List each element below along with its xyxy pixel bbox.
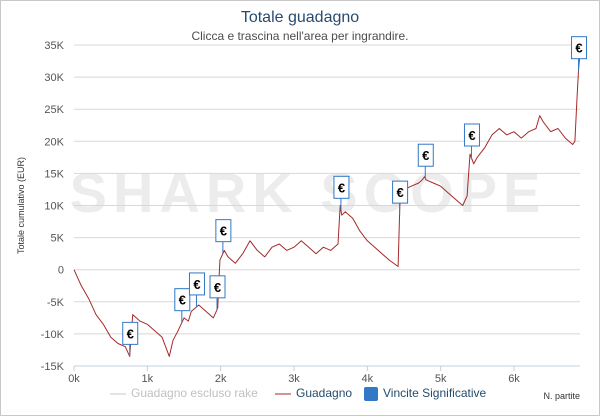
flag-symbol: € [193, 277, 200, 292]
flag-marker: € [174, 288, 191, 323]
flag-box [215, 219, 232, 243]
x-tick-label: 4k [362, 373, 374, 385]
flag-marker: € [122, 321, 139, 357]
flag-box [463, 123, 480, 147]
series-line-guadagno [73, 51, 581, 357]
y-tick-label: -10K [41, 329, 65, 341]
x-axis-ticks: 0k 1k 2k 3k 4k 5k 6k [68, 366, 520, 385]
flag-symbol: € [422, 148, 429, 163]
legend-line-swatch [110, 393, 126, 395]
legend: Guadagno escluso rake Guadagno Vincite S… [0, 386, 600, 404]
chart-subtitle: Clicca e trascina nell'area per ingrandi… [191, 29, 409, 43]
chart-title: Totale guadagno [240, 9, 360, 26]
y-tick-label: 10K [44, 201, 64, 213]
legend-label: Guadagno escluso rake [131, 386, 258, 400]
flags-layer: € € € € € € € € € € [122, 36, 588, 357]
legend-line-swatch [275, 393, 291, 395]
flag-box [333, 175, 350, 199]
flag-symbol: € [179, 293, 186, 308]
flag-marker: € [215, 219, 232, 254]
legend-label: Vincite Significative [383, 386, 487, 400]
flag-symbol: € [468, 128, 475, 143]
legend-item-vincite-significative[interactable]: Vincite Significative [364, 386, 486, 401]
flag-symbol: € [220, 224, 227, 239]
y-tick-label: 0 [58, 265, 64, 277]
x-tick-label: 5k [435, 373, 447, 385]
y-tick-label: -15K [41, 361, 65, 373]
flag-marker: € [417, 143, 434, 179]
flag-box [571, 36, 588, 60]
legend-item-guadagno-escluso-rake[interactable]: Guadagno escluso rake [110, 386, 258, 400]
flag-symbol: € [127, 326, 134, 341]
flag-box [188, 272, 205, 296]
flag-marker: € [463, 123, 480, 158]
y-tick-label: 15K [44, 168, 64, 180]
flag-box [174, 288, 191, 312]
flag-symbol: € [575, 41, 582, 56]
flag-symbol: € [338, 180, 345, 195]
grid-lines [74, 44, 580, 367]
y-tick-label: 20K [44, 136, 64, 148]
legend-item-guadagno[interactable]: Guadagno [275, 386, 352, 400]
x-axis-name: N. partite [543, 391, 580, 401]
flag-marker: € [333, 175, 350, 211]
flag-box [122, 321, 139, 345]
flag-box [417, 143, 434, 167]
x-tick-label: 3k [288, 373, 300, 385]
flag-marker: € [392, 180, 409, 216]
x-tick-label: 2k [215, 373, 227, 385]
flag-symbol: € [214, 280, 221, 295]
legend-square-swatch [364, 386, 378, 401]
sharkscope-watermark: SHARK SCOPE [69, 161, 547, 224]
y-tick-label: 5K [51, 233, 65, 245]
y-tick-label: 30K [44, 72, 64, 84]
x-tick-label: 1k [142, 373, 154, 385]
flag-box [392, 180, 409, 204]
y-axis-ticks: -15K -10K -5K 0 5K 10K 15K 20K 25K 30K 35K [41, 40, 65, 373]
plot-area [73, 51, 581, 357]
flag-box [209, 275, 226, 299]
y-axis-label: Totale cumulativo (EUR) [16, 157, 26, 254]
x-tick-label: 0k [68, 373, 80, 385]
x-tick-label: 6k [508, 373, 520, 385]
flag-symbol: € [396, 185, 403, 200]
legend-label: Guadagno [296, 386, 353, 400]
y-tick-label: 35K [44, 40, 64, 52]
flag-marker: € [209, 275, 226, 310]
y-tick-label: -5K [47, 297, 65, 309]
y-tick-label: 25K [44, 104, 64, 116]
flag-marker: € [571, 36, 588, 71]
flag-marker: € [188, 272, 205, 307]
